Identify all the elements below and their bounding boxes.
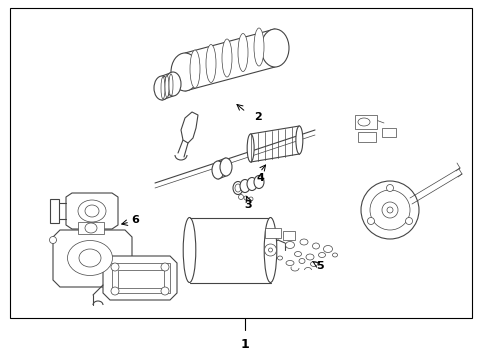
Text: 2: 2 — [254, 112, 262, 122]
Bar — [265, 228, 281, 238]
Ellipse shape — [169, 74, 173, 96]
Ellipse shape — [183, 217, 196, 283]
Ellipse shape — [387, 184, 393, 192]
Ellipse shape — [286, 261, 294, 266]
Bar — [355, 115, 377, 129]
Ellipse shape — [296, 126, 303, 154]
Text: 1: 1 — [241, 338, 249, 351]
Ellipse shape — [358, 118, 370, 126]
Ellipse shape — [111, 287, 119, 295]
Text: 4: 4 — [256, 173, 264, 183]
Ellipse shape — [265, 244, 276, 256]
Text: 6: 6 — [131, 215, 139, 225]
Bar — [112, 263, 170, 293]
Ellipse shape — [382, 202, 398, 218]
Ellipse shape — [387, 207, 393, 213]
Ellipse shape — [286, 242, 294, 248]
Ellipse shape — [254, 175, 264, 189]
Ellipse shape — [306, 254, 314, 260]
Bar — [78, 222, 104, 234]
Ellipse shape — [68, 240, 113, 275]
Ellipse shape — [254, 28, 264, 66]
Ellipse shape — [269, 248, 272, 252]
Ellipse shape — [78, 200, 106, 222]
Ellipse shape — [165, 76, 169, 98]
Ellipse shape — [235, 184, 241, 192]
Ellipse shape — [240, 180, 250, 193]
Ellipse shape — [85, 223, 97, 233]
Ellipse shape — [294, 252, 301, 256]
Ellipse shape — [261, 29, 289, 67]
Text: 3: 3 — [244, 200, 252, 210]
Bar — [283, 231, 295, 240]
Ellipse shape — [220, 158, 232, 176]
Ellipse shape — [300, 239, 308, 245]
Bar — [10, 8, 472, 318]
Bar — [50, 199, 59, 223]
Bar — [118, 270, 164, 288]
Ellipse shape — [161, 287, 169, 295]
Ellipse shape — [239, 194, 244, 199]
Ellipse shape — [244, 196, 248, 200]
Ellipse shape — [49, 237, 56, 243]
Ellipse shape — [323, 246, 333, 252]
Ellipse shape — [238, 33, 248, 72]
Ellipse shape — [311, 261, 318, 266]
Ellipse shape — [161, 263, 169, 271]
Ellipse shape — [406, 217, 413, 225]
Polygon shape — [103, 256, 177, 300]
Polygon shape — [66, 193, 118, 229]
Ellipse shape — [206, 45, 216, 82]
Bar — [382, 128, 396, 137]
Ellipse shape — [79, 249, 101, 267]
Ellipse shape — [247, 177, 257, 190]
Ellipse shape — [370, 190, 410, 230]
Ellipse shape — [154, 76, 170, 100]
Polygon shape — [181, 112, 198, 143]
Ellipse shape — [318, 252, 325, 257]
Polygon shape — [53, 230, 132, 287]
Text: 5: 5 — [316, 261, 324, 271]
Ellipse shape — [368, 217, 374, 225]
Ellipse shape — [222, 39, 232, 77]
Ellipse shape — [111, 263, 119, 271]
Ellipse shape — [361, 181, 419, 239]
Ellipse shape — [249, 197, 253, 201]
Ellipse shape — [233, 181, 243, 194]
Ellipse shape — [161, 77, 165, 99]
Ellipse shape — [264, 217, 277, 283]
Ellipse shape — [190, 50, 200, 88]
Ellipse shape — [85, 205, 99, 217]
Ellipse shape — [277, 256, 283, 260]
Ellipse shape — [333, 253, 338, 257]
Ellipse shape — [165, 72, 181, 96]
Ellipse shape — [313, 243, 319, 249]
Bar — [358, 132, 376, 142]
Ellipse shape — [171, 53, 199, 91]
Ellipse shape — [247, 134, 254, 162]
Ellipse shape — [299, 258, 305, 264]
Ellipse shape — [212, 161, 224, 179]
